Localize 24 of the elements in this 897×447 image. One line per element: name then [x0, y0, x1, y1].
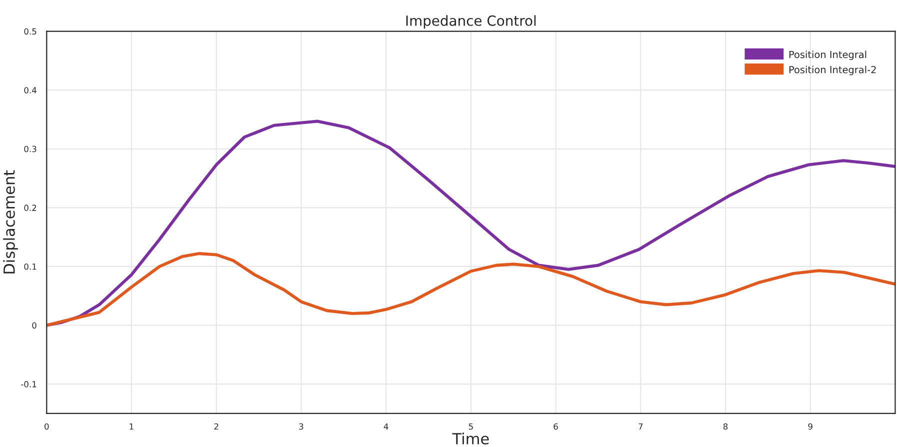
x-tick-label: 5	[468, 423, 473, 430]
y-tick-label: 0.5	[24, 28, 36, 35]
line-series	[46, 252, 896, 327]
legend-label: Position Integral-2	[789, 66, 876, 76]
y-axis-title: Displacement	[3, 170, 18, 274]
x-tick-label: 1	[130, 423, 134, 430]
x-tick-label: 2	[214, 423, 218, 430]
y-tick-label: 0.3	[24, 146, 36, 152]
chart-title: Impedance Control	[406, 15, 536, 29]
x-tick-label: 7	[638, 423, 643, 430]
y-tick-label: -0.1	[21, 381, 36, 388]
y-tick-label: 0	[32, 322, 36, 329]
x-axis-title: Time	[452, 432, 489, 444]
x-tick-label: 4	[384, 423, 388, 430]
x-tick-label: 0	[44, 423, 49, 430]
y-tick-label: 0.1	[24, 263, 36, 270]
line-series	[46, 120, 896, 327]
y-tick-label: 0.2	[24, 204, 36, 211]
x-tick-label: 9	[808, 423, 812, 430]
x-tick-label: 6	[554, 423, 558, 430]
legend-label: Position Integral	[789, 50, 866, 60]
y-tick-label: 0.4	[24, 87, 36, 94]
x-tick-label: 3	[299, 423, 304, 430]
x-tick-label: 8	[723, 423, 728, 430]
